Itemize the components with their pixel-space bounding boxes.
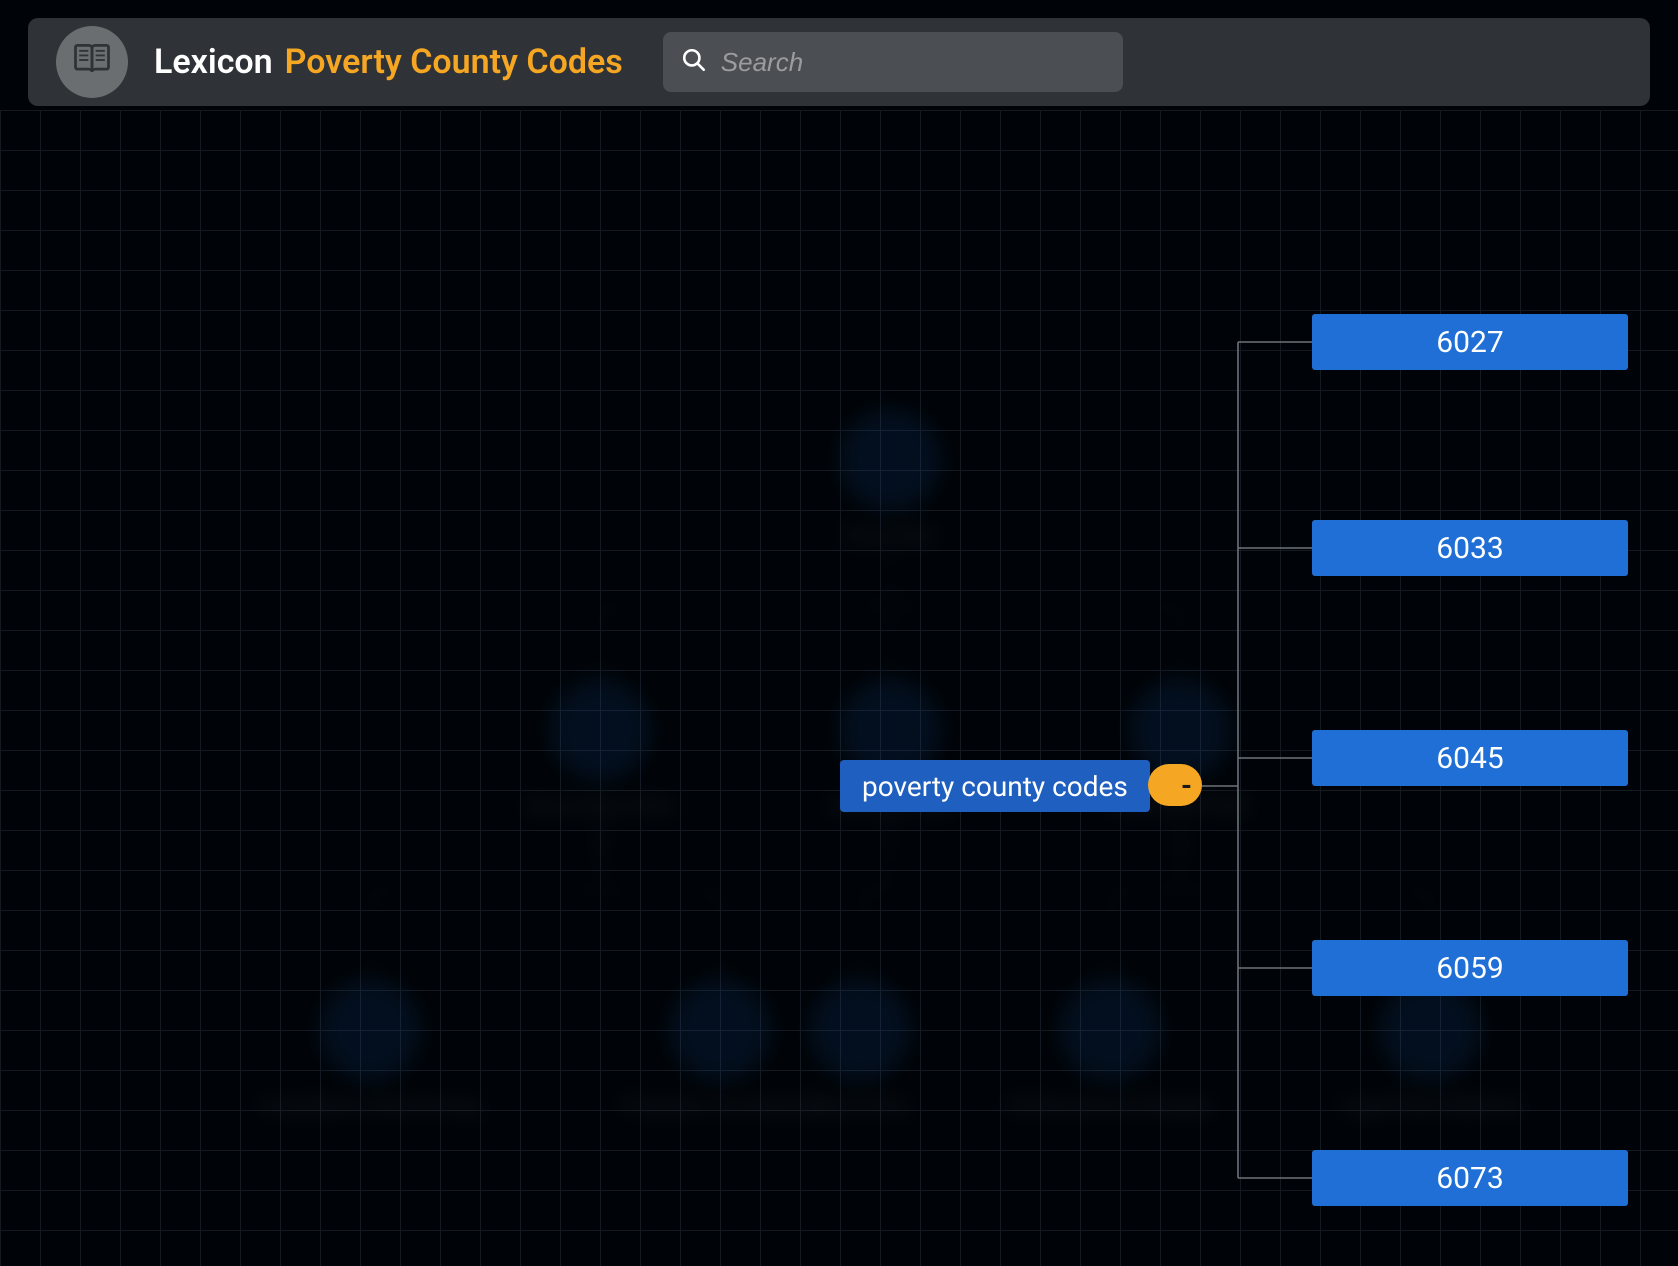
- tree-leaf-node[interactable]: 6045: [1312, 730, 1628, 786]
- tree-leaf-label: 6027: [1436, 325, 1503, 360]
- tree-leaf-label: 6073: [1436, 1161, 1503, 1196]
- page-title: Poverty County Codes: [285, 42, 623, 82]
- app-name: Lexicon: [154, 42, 273, 82]
- tree-leaf-node[interactable]: 6059: [1312, 940, 1628, 996]
- tree-connectors: [0, 0, 1678, 1266]
- tree-leaf-node[interactable]: 6033: [1312, 520, 1628, 576]
- tree-leaf-label: 6045: [1436, 741, 1503, 776]
- tree-leaf-node[interactable]: 6027: [1312, 314, 1628, 370]
- tree-parent-label: poverty county codes: [862, 770, 1128, 803]
- tree-leaf-label: 6059: [1436, 951, 1503, 986]
- search-input[interactable]: [721, 32, 1105, 92]
- tree-leaf-label: 6033: [1436, 531, 1503, 566]
- search-box[interactable]: [663, 32, 1123, 92]
- tree-leaf-node[interactable]: 6073: [1312, 1150, 1628, 1206]
- header-bar: Lexicon Poverty County Codes: [28, 18, 1650, 106]
- tree-parent-node[interactable]: poverty county codes: [840, 760, 1150, 812]
- search-icon: [681, 47, 721, 77]
- app-logo: [56, 26, 128, 98]
- collapse-toggle[interactable]: -: [1148, 764, 1202, 806]
- minus-icon: -: [1181, 769, 1192, 802]
- tree-canvas: - poverty county codes 6027 6033 6045 6059 6…: [0, 0, 1678, 1266]
- book-icon: [70, 38, 114, 86]
